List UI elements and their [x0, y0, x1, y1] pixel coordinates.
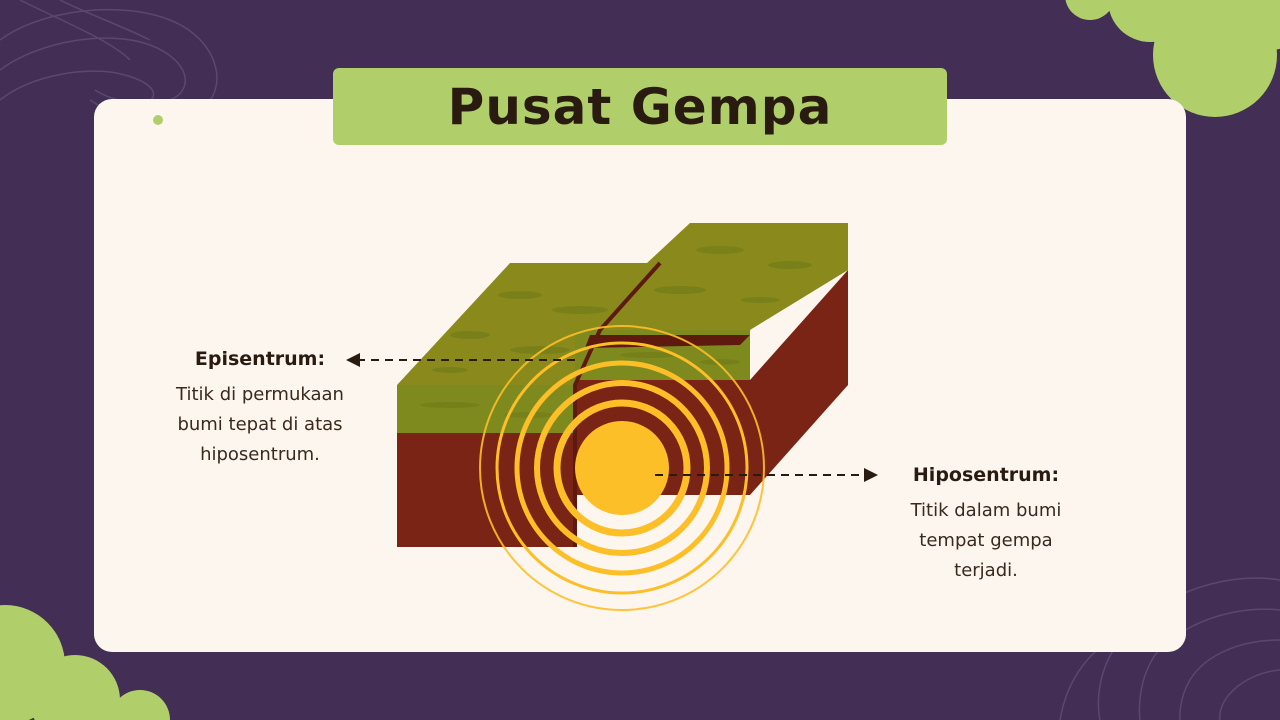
- epicenter-label: Episentrum: Titik di permukaan bumi tepa…: [160, 348, 360, 470]
- green-blob-bottom-left: [0, 605, 170, 720]
- hypocenter-point: [575, 421, 669, 515]
- page-title: Pusat Gempa: [447, 77, 833, 136]
- right-block-top-face: [575, 223, 848, 330]
- epicenter-desc-line: Titik di permukaan: [176, 384, 344, 405]
- epicenter-desc-line: hiposentrum.: [200, 444, 320, 465]
- epicenter-desc-line: bumi tepat di atas: [177, 414, 343, 435]
- hypocenter-description: Titik dalam bumi tempat gempa terjadi.: [886, 496, 1086, 586]
- soil-texture: [420, 246, 812, 418]
- arrow-right-icon: [864, 468, 878, 482]
- hypocenter-desc-line: Titik dalam bumi: [910, 500, 1062, 521]
- epicenter-arrow: [346, 353, 575, 367]
- seismic-waves: [479, 325, 765, 611]
- right-block-side-face: [750, 270, 848, 495]
- hypocenter-desc-line: tempat gempa: [919, 530, 1053, 551]
- hypocenter-label: Hiposentrum: Titik dalam bumi tempat gem…: [886, 464, 1086, 586]
- epicenter-description: Titik di permukaan bumi tepat di atas hi…: [160, 380, 360, 470]
- fault-line: [573, 261, 662, 547]
- hypocenter-title: Hiposentrum:: [912, 464, 1060, 486]
- fault-gap: [585, 335, 750, 348]
- decorative-dot: [153, 115, 163, 125]
- epicenter-title: Episentrum:: [194, 348, 326, 370]
- hypocenter-arrow: [655, 468, 878, 482]
- green-blob-top-right: [1065, 0, 1280, 117]
- title-banner: Pusat Gempa: [333, 68, 947, 145]
- arrow-left-icon: [346, 353, 360, 367]
- hypocenter-desc-line: terjadi.: [954, 560, 1018, 581]
